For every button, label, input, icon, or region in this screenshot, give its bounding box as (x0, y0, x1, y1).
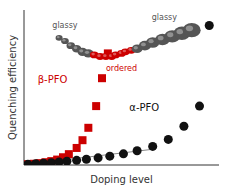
html-text:α-PFO: α-PFO (129, 101, 160, 113)
html-text:glassy: glassy (52, 20, 78, 30)
html-text:β-PFO: β-PFO (37, 73, 68, 85)
svg-text:Doping level: Doping level (90, 174, 153, 185)
html-text:glassy: glassy (151, 12, 177, 22)
html-text:ordered: ordered (105, 63, 138, 73)
svg-text:Quenching efficiency: Quenching efficiency (8, 35, 18, 140)
